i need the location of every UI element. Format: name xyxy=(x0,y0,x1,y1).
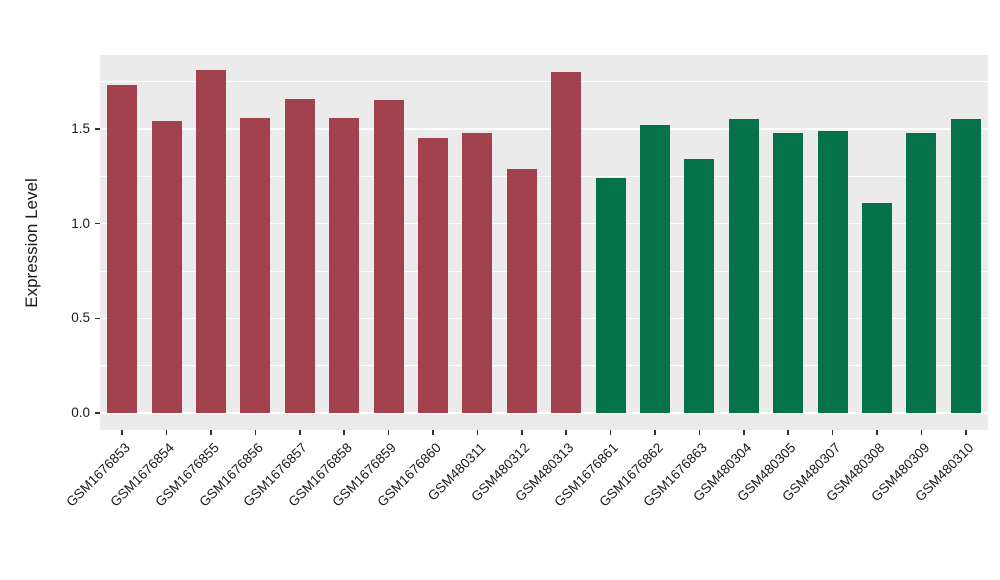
y-tick-label: 1.0 xyxy=(71,215,90,231)
bar-GSM480313[interactable] xyxy=(551,72,582,413)
bar-GSM1676862[interactable] xyxy=(639,125,671,413)
bar-GSM480311[interactable] xyxy=(462,132,493,413)
bar-GSM480304[interactable] xyxy=(728,119,759,413)
y-tick-mark xyxy=(95,128,100,130)
bar-GSM1676857[interactable] xyxy=(284,98,315,413)
x-tick-mark xyxy=(654,430,656,435)
y-tick-label: 1.5 xyxy=(71,120,90,136)
x-tick-mark xyxy=(831,430,834,435)
bar-GSM1676861[interactable] xyxy=(595,178,626,413)
x-tick-mark xyxy=(210,430,212,435)
y-tick-label: 0.0 xyxy=(71,404,90,420)
bar-GSM480308[interactable] xyxy=(861,202,893,413)
bar-GSM1676859[interactable] xyxy=(373,100,404,413)
minor-gridline xyxy=(100,270,988,272)
x-tick-mark xyxy=(698,430,701,435)
major-gridline xyxy=(100,128,988,130)
major-gridline xyxy=(100,317,988,319)
x-tick-mark xyxy=(165,430,168,435)
y-axis-title: Expression Level xyxy=(22,178,41,308)
minor-gridline xyxy=(100,365,988,366)
x-tick-mark xyxy=(254,430,257,435)
bar-GSM480309[interactable] xyxy=(906,132,937,413)
plot-panel xyxy=(100,55,988,430)
x-tick-mark xyxy=(299,430,301,435)
x-tick-mark xyxy=(920,430,923,435)
bar-GSM1676860[interactable] xyxy=(417,138,449,413)
bar-GSM1676856[interactable] xyxy=(240,117,271,413)
bar-GSM1676863[interactable] xyxy=(684,159,715,413)
bar-GSM1676858[interactable] xyxy=(329,117,360,413)
x-tick-mark xyxy=(121,430,123,435)
bar-GSM480310[interactable] xyxy=(950,119,981,413)
bar-GSM480307[interactable] xyxy=(817,130,848,413)
x-tick-mark xyxy=(876,430,878,435)
x-tick-mark xyxy=(609,430,612,435)
x-tick-mark xyxy=(565,430,567,435)
x-tick-mark xyxy=(521,430,523,435)
bar-GSM1676855[interactable] xyxy=(195,70,227,413)
x-tick-mark xyxy=(965,430,967,435)
y-tick-mark xyxy=(95,412,100,414)
x-tick-mark xyxy=(743,430,745,435)
x-tick-mark xyxy=(387,430,390,435)
x-tick-mark xyxy=(432,430,434,435)
x-tick-mark xyxy=(476,430,479,435)
bar-GSM1676853[interactable] xyxy=(107,85,138,413)
y-tick-mark xyxy=(95,222,100,225)
bar-GSM1676854[interactable] xyxy=(151,121,182,413)
minor-gridline xyxy=(100,81,988,82)
major-gridline xyxy=(100,222,988,225)
minor-gridline xyxy=(100,175,988,177)
bar-GSM480312[interactable] xyxy=(506,168,537,413)
y-tick-label: 0.5 xyxy=(71,310,90,326)
bar-GSM480305[interactable] xyxy=(773,132,804,413)
major-gridline xyxy=(100,412,988,414)
x-tick-mark xyxy=(343,430,345,435)
x-tick-mark xyxy=(787,430,789,435)
y-tick-mark xyxy=(95,317,100,319)
